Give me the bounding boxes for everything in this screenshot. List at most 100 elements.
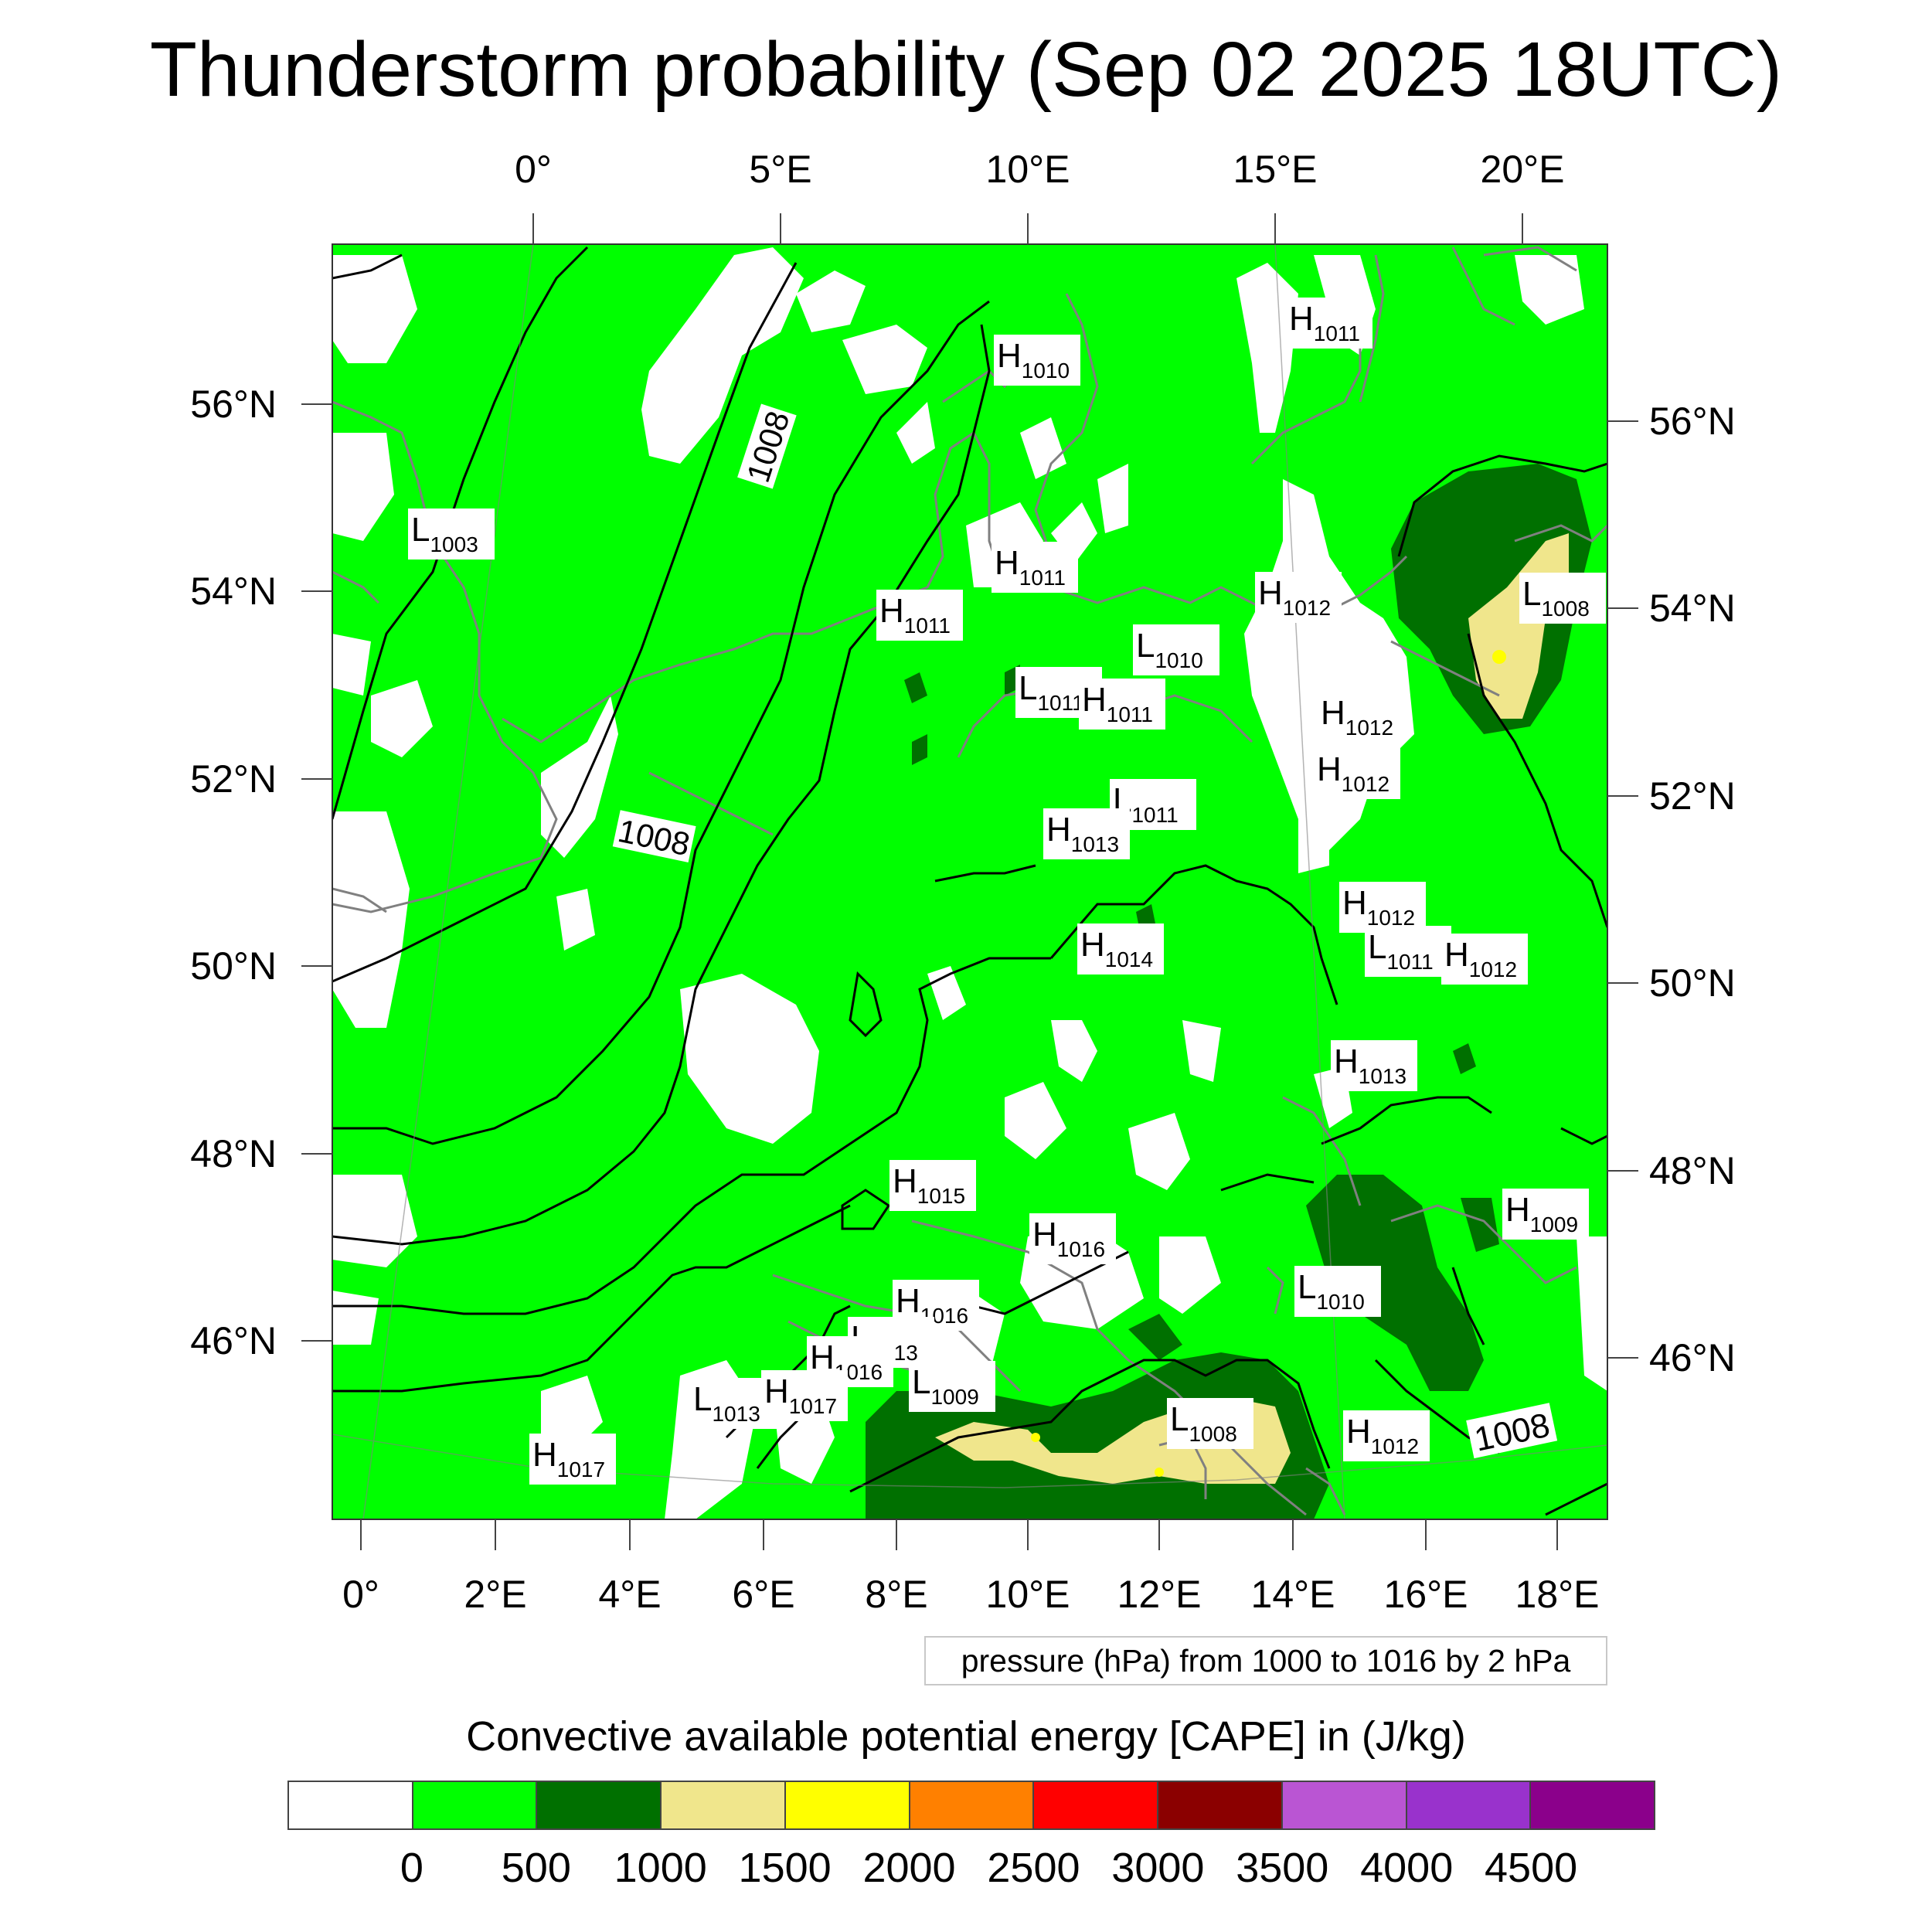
right-lat-label: 54°N [1649,587,1736,630]
map-frame [332,243,1608,1520]
colorbar-label: 3000 [1111,1845,1205,1891]
left-lat-label: 54°N [190,570,277,613]
colorbar-swatch [1282,1782,1407,1828]
pressure-center-label: H1015 [889,1160,976,1211]
colorbar-swatch [1406,1782,1532,1828]
pressure-center-text: L1010 [1298,1268,1365,1314]
pressure-center-label: H1017 [761,1370,848,1421]
pressure-center-label: H1014 [1077,923,1164,975]
pressure-center-label: L1008 [1519,573,1606,624]
pressure-center-text: L1013 [693,1380,760,1426]
bottom-lon-labels: 0° 2°E 4°E 6°E 8°E 10°E 12°E 14°E 16°E 1… [342,1573,1599,1616]
pressure-center-text: H1012 [1444,936,1517,981]
colorbar [287,1781,1655,1830]
pressure-center-text: H1012 [1346,1413,1419,1458]
colorbar-label: 4500 [1485,1845,1578,1891]
left-lat-label: 50°N [190,944,277,988]
axis-ticks [301,213,1638,1550]
pressure-center-text: L1008 [1522,575,1590,621]
pressure-center-text: L1010 [1136,627,1203,672]
right-lat-label: 56°N [1649,400,1736,443]
colorbar-swatch [1531,1782,1655,1828]
pressure-center-label: H1010 [994,335,1080,386]
pressure-center-text: H1010 [997,337,1070,383]
pressure-center-text: H1011 [1082,681,1153,726]
pressure-center-label: H1009 [1502,1189,1589,1240]
colorbar-label: 2500 [987,1845,1080,1891]
colorbar-swatch [537,1782,662,1828]
bottom-lon-label: 16°E [1384,1573,1468,1616]
colorbar-label: 2000 [862,1845,956,1891]
bottom-lon-label: 4°E [598,1573,661,1616]
colorbar-title: Convective available potential energy [C… [466,1713,1466,1760]
pressure-center-text: H1013 [1046,811,1119,856]
pressure-center-text: L1003 [411,511,478,556]
pressure-center-label: H1012 [1255,572,1342,623]
pressure-center-label: L1008 [1167,1398,1253,1449]
pressure-center-text: H1017 [532,1436,605,1481]
pressure-center-label: L1010 [1294,1266,1381,1317]
top-lon-label: 15°E [1233,148,1318,191]
pressure-center-text: L1008 [1170,1400,1237,1446]
pressure-center-text: H1016 [1032,1216,1105,1261]
pressure-center-text: H1009 [1505,1191,1578,1236]
bottom-lon-label: 12°E [1117,1573,1202,1616]
colorbar-swatch [1158,1782,1283,1828]
colorbar-swatch [910,1782,1035,1828]
pressure-center-label: H1012 [1339,882,1426,933]
chart-title: Thunderstorm probability (Sep 02 2025 18… [149,26,1783,113]
pressure-center-text: L1009 [912,1363,979,1409]
colorbar-label: 500 [501,1845,571,1891]
pressure-center-text: H1014 [1080,926,1153,971]
bottom-lon-label: 10°E [986,1573,1070,1616]
right-lat-label: 46°N [1649,1336,1736,1379]
cape-1500-2000-areas [1031,650,1506,1477]
pressure-center-label: H1011 [1079,679,1165,730]
pressure-center-label: L1010 [1133,624,1219,675]
bottom-lon-label: 6°E [732,1573,794,1616]
top-lon-label: 5°E [749,148,811,191]
top-lon-label: 20°E [1481,148,1565,191]
pressure-center-text: H1012 [1342,884,1415,930]
pressure-center-label: H1012 [1441,934,1528,985]
bottom-lon-label: 0° [342,1573,379,1616]
pressure-center-text: H1016 [896,1282,968,1328]
colorbar-swatch [289,1782,413,1828]
pressure-center-label: H1017 [529,1434,616,1485]
pressure-center-text: H1011 [879,592,951,638]
pressure-center-label: L1011 [1365,926,1451,977]
pressure-center-text: H1012 [1317,750,1389,796]
colorbar-swatch [785,1782,910,1828]
left-lat-label: 56°N [190,383,277,426]
pressure-center-label: H1013 [1043,808,1130,859]
pressure-center-text: H1015 [893,1162,965,1208]
pressure-center-text: H1011 [1289,300,1360,345]
pressure-centers: H1010 H1011 L1003 H1011 H1011 H1012 L1008 L1010… [408,298,1606,1485]
pressure-center-text: H1016 [810,1338,883,1384]
top-lon-labels: 0° 5°E 10°E 15°E 20°E [515,148,1564,191]
right-lat-label: 50°N [1649,961,1736,1005]
colorbar-label: 1000 [614,1845,707,1891]
right-lat-label: 52°N [1649,774,1736,818]
pressure-center-label: H1011 [992,542,1078,593]
pressure-center-text: L1011 [1368,928,1434,974]
pressure-center-text: H1011 [995,544,1066,590]
top-lon-label: 0° [515,148,552,191]
pressure-center-label: H1011 [876,590,963,641]
bottom-lon-label: 18°E [1515,1573,1600,1616]
left-lat-label: 46°N [190,1319,277,1362]
colorbar-swatch [413,1782,538,1828]
colorbar-label: 0 [400,1845,423,1891]
pressure-center-label: H1012 [1314,748,1400,799]
left-lat-label: 48°N [190,1132,277,1175]
top-lon-label: 10°E [986,148,1070,191]
pressure-center-label: H1012 [1318,692,1404,743]
left-lat-labels: 56°N 54°N 52°N 50°N 48°N 46°N [190,383,277,1362]
pressure-center-label: H1011 [1286,298,1372,349]
colorbar-label: 4000 [1360,1845,1454,1891]
pressure-center-text: H1012 [1321,694,1393,740]
bottom-lon-label: 14°E [1251,1573,1335,1616]
colorbar-label: 3500 [1236,1845,1329,1891]
pressure-center-text: L1011 [1019,669,1084,715]
